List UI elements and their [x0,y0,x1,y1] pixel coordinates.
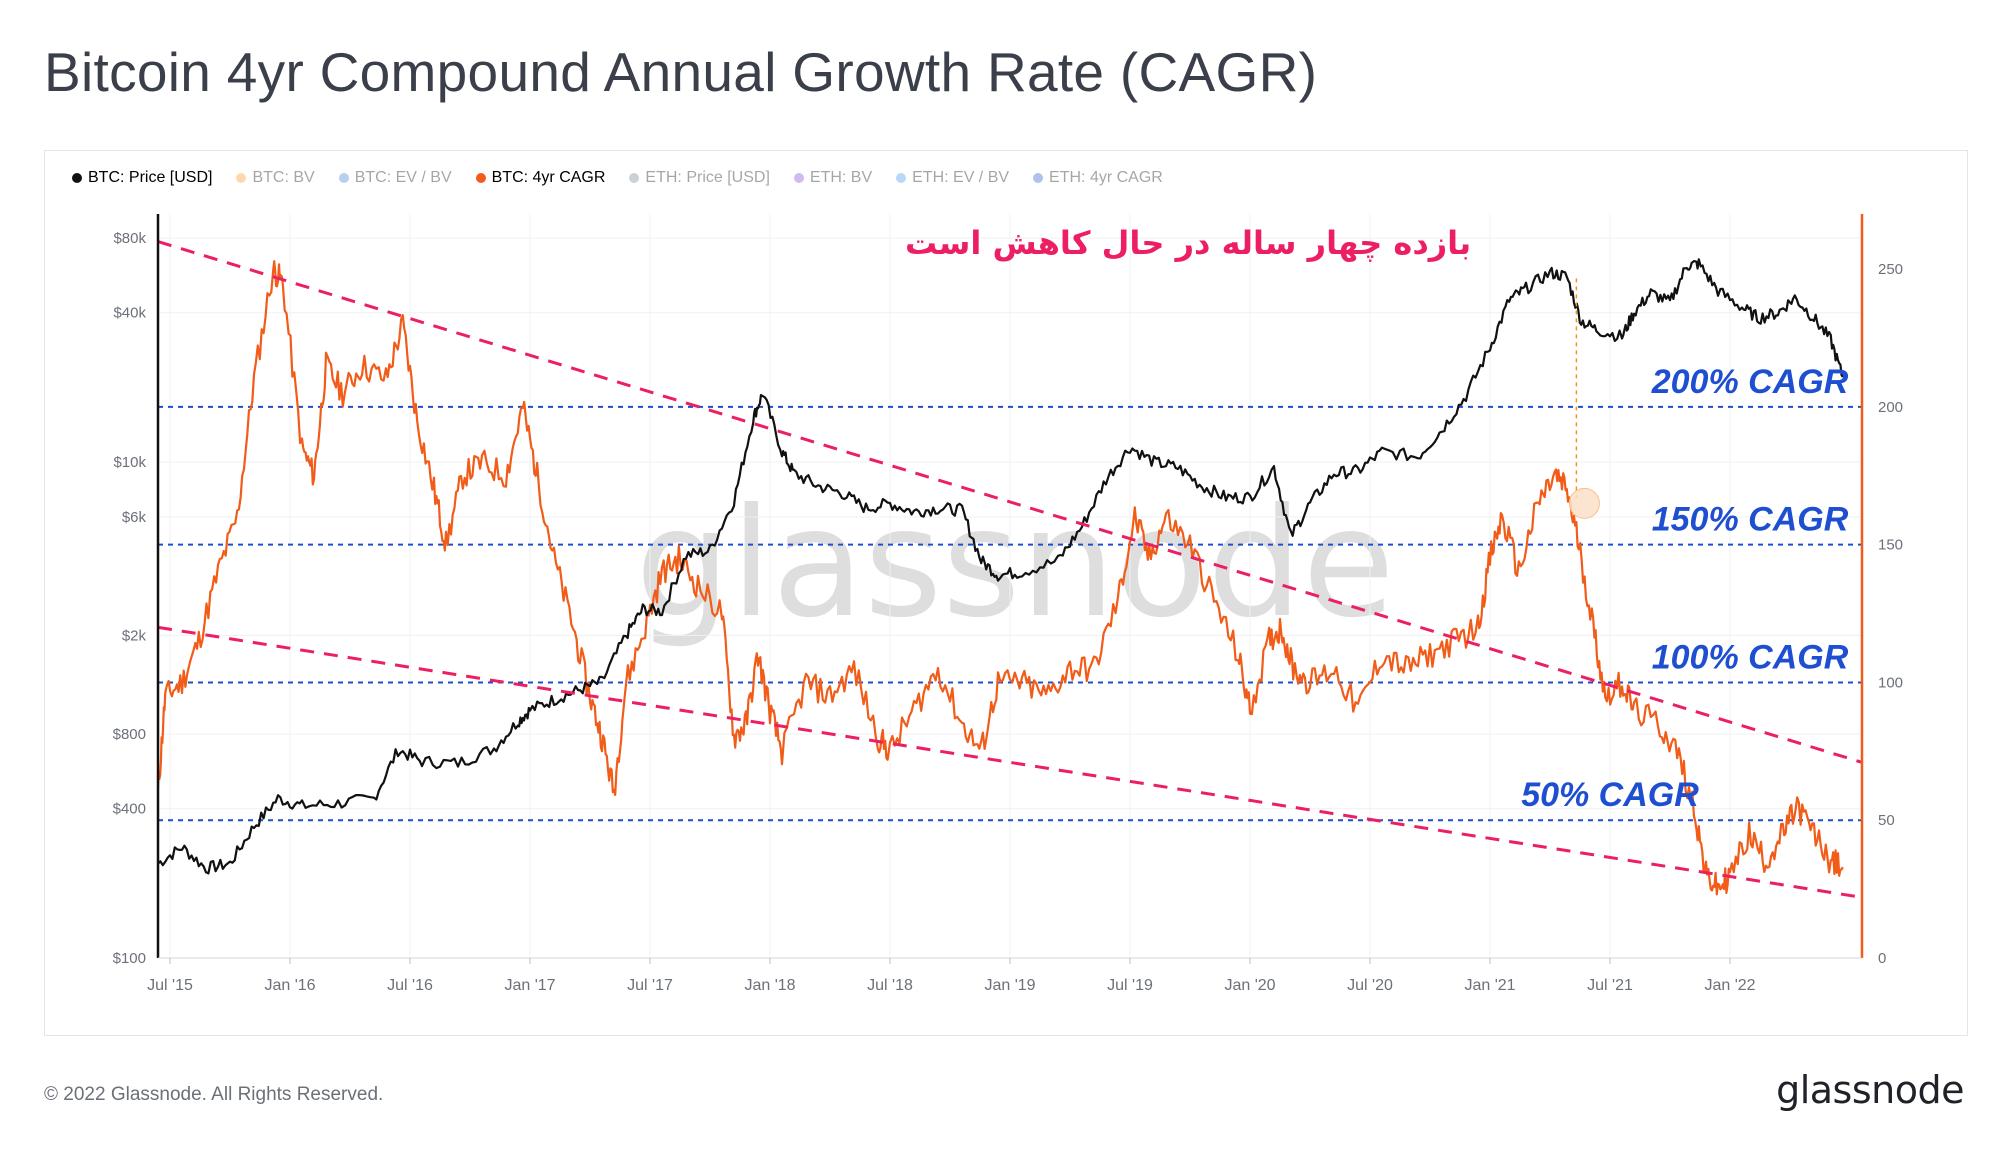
chart-legend: BTC: Price [USD] BTC: BV BTC: EV / BV BT… [72,166,1163,190]
legend-label: ETH: Price [USD] [645,169,770,186]
footer-copyright: © 2022 Glassnode. All Rights Reserved. [44,1084,384,1105]
legend-dot-icon [72,173,82,183]
left-tick-label: $40k [113,305,146,322]
legend-dot-icon [475,173,486,183]
legend-item-btc-price[interactable]: BTC: Price [USD] [72,169,212,187]
right-tick-label: 250 [1878,261,1903,278]
left-tick-label: $800 [113,726,146,743]
legend-item-eth-price[interactable]: ETH: Price [USD] [629,169,770,187]
legend-item-eth-ev-bv[interactable]: ETH: EV / BV [896,169,1009,187]
price-series-line [157,258,1844,875]
chart-annotation: بازده چهار ساله در حال کاهش است [905,224,1471,262]
legend-item-btc-bv[interactable]: BTC: BV [236,169,315,187]
x-tick-label: Jan '22 [1704,977,1755,994]
x-tick-label: Jul '19 [1107,977,1153,994]
left-tick-label: $6k [122,509,147,526]
legend-label: ETH: 4yr CAGR [1049,169,1163,186]
legend-dot-icon [236,173,247,183]
x-tick-label: Jul '16 [387,977,433,994]
legend-dot-icon [338,173,349,183]
x-tick-label: Jul '18 [867,977,913,994]
legend-item-btc-ev-bv[interactable]: BTC: EV / BV [338,169,452,187]
legend-label: BTC: Price [USD] [88,169,213,186]
left-tick-label: $100 [113,950,146,967]
chart-watermark: glassnode [635,477,1394,651]
page-title: Bitcoin 4yr Compound Annual Growth Rate … [44,41,1318,103]
legend-item-eth-bv[interactable]: ETH: BV [793,169,873,187]
right-tick-label: 100 [1878,674,1903,691]
left-tick-label: $400 [113,801,146,818]
legend-dot-icon [1033,173,1044,183]
x-tick-label: Jul '21 [1587,977,1633,994]
x-tick-label: Jul '20 [1347,977,1393,994]
x-tick-label: Jan '20 [1224,977,1275,994]
legend-label: ETH: EV / BV [912,169,1010,186]
cagr-reference-label: 150% CAGR [1652,501,1849,539]
legend-label: BTC: EV / BV [354,169,452,186]
legend-dot-icon [793,173,804,183]
cagr-series-line [156,260,1844,896]
right-tick-label: 50 [1878,812,1895,829]
legend-label: ETH: BV [809,169,873,186]
left-tick-label: $2k [122,627,147,644]
legend-label: BTC: 4yr CAGR [491,169,606,186]
peak-marker [1568,487,1600,519]
cagr-reference-label: 50% CAGR [1521,776,1699,814]
right-tick-label: 0 [1878,950,1886,967]
right-tick-label: 200 [1878,399,1903,416]
cagr-reference-label: 100% CAGR [1652,638,1849,676]
legend-label: BTC: BV [252,169,315,186]
x-tick-label: Jan '19 [984,977,1035,994]
x-tick-label: Jul '17 [627,977,673,994]
x-tick-label: Jan '21 [1464,977,1515,994]
legend-item-eth-cagr[interactable]: ETH: 4yr CAGR [1033,169,1163,187]
cagr-reference-label: 200% CAGR [1651,363,1849,401]
legend-dot-icon [629,173,640,183]
x-tick-label: Jan '16 [264,977,315,994]
x-tick-label: Jan '17 [504,977,555,994]
right-tick-label: 150 [1878,537,1903,554]
left-tick-label: $80k [113,230,146,247]
x-tick-label: Jan '18 [744,977,795,994]
left-tick-label: $10k [113,454,146,471]
legend-item-btc-cagr[interactable]: BTC: 4yr CAGR [475,169,606,187]
legend-dot-icon [896,173,907,183]
x-tick-label: Jul '15 [147,977,193,994]
footer-brand-logo: glassnode [1776,1068,1964,1112]
upper-trendline [157,240,1863,764]
